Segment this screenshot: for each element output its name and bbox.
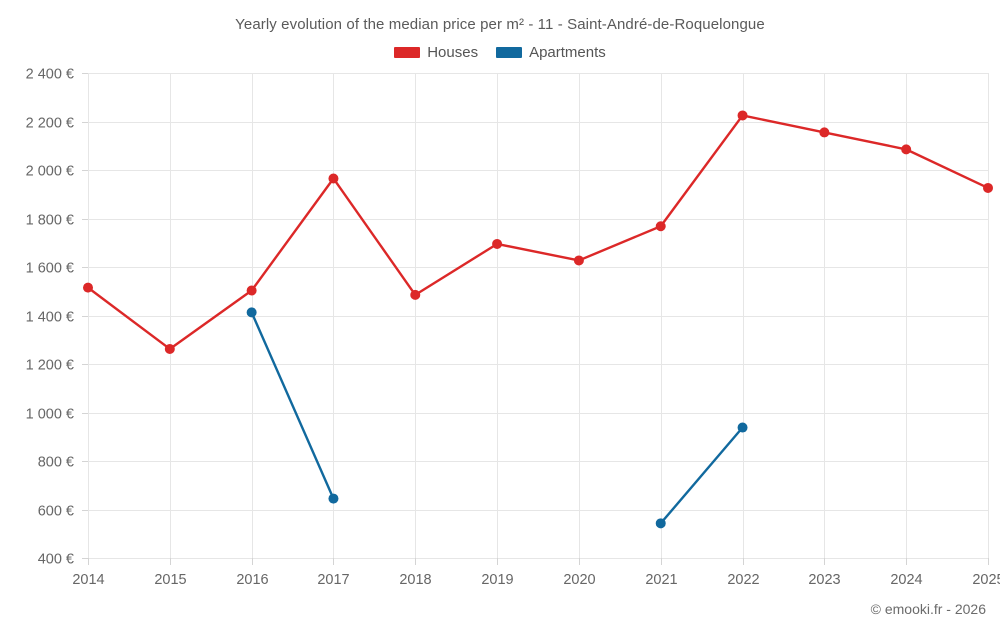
x-axis-tick-label: 2021	[645, 572, 677, 588]
data-point-houses[interactable]	[83, 282, 93, 293]
data-point-houses[interactable]	[328, 173, 339, 184]
data-point-apartments[interactable]	[246, 307, 257, 318]
legend-item-apartments[interactable]: Apartments	[496, 45, 606, 60]
x-axis-tick-label: 2019	[481, 572, 513, 588]
data-point-houses[interactable]	[655, 221, 666, 232]
data-point-apartments[interactable]	[328, 493, 339, 504]
x-axis-tick-label: 2025	[972, 572, 1000, 588]
y-axis-tick-label: 1 400 €	[26, 310, 74, 326]
series-points-group	[83, 110, 993, 529]
x-axis-tick-label: 2018	[399, 572, 431, 588]
data-point-apartments[interactable]	[737, 422, 748, 433]
y-axis-tick-label: 400 €	[38, 552, 74, 568]
data-point-houses[interactable]	[983, 182, 993, 193]
x-axis-tick-label: 2015	[154, 572, 186, 588]
data-point-houses[interactable]	[901, 144, 912, 155]
chart-title: Yearly evolution of the median price per…	[235, 16, 765, 33]
y-axis-tick-label: 1 600 €	[26, 261, 74, 277]
data-point-houses[interactable]	[573, 255, 584, 266]
y-axis-tick-label: 2 000 €	[26, 164, 74, 180]
data-point-houses[interactable]	[410, 289, 421, 300]
copyright-credit: © emooki.fr - 2026	[870, 601, 986, 617]
x-axis-tick-marks	[88, 73, 989, 565]
data-point-houses[interactable]	[737, 110, 748, 121]
legend-swatch-houses	[394, 47, 421, 58]
gridlines-group	[82, 73, 988, 559]
data-point-houses[interactable]	[164, 343, 175, 354]
x-axis-tick-label: 2020	[563, 572, 595, 588]
series-line-apartments	[659, 426, 744, 525]
y-axis-tick-label: 2 200 €	[26, 116, 74, 132]
data-point-houses[interactable]	[246, 285, 257, 296]
x-axis-tick-label: 2022	[727, 572, 759, 588]
y-axis-tick-label: 600 €	[38, 504, 74, 520]
y-axis-tick-label: 1 200 €	[26, 358, 74, 374]
legend-swatch-apartments	[496, 47, 523, 58]
data-point-houses[interactable]	[492, 238, 503, 249]
series-line-houses	[86, 114, 990, 351]
data-point-houses[interactable]	[819, 127, 830, 138]
x-axis-tick-label: 2014	[72, 572, 104, 588]
legend-label-houses: Houses	[427, 44, 479, 61]
x-axis-tick-label: 2017	[317, 572, 349, 588]
legend-label-apartments: Apartments	[529, 44, 606, 61]
legend-item-houses[interactable]: Houses	[394, 45, 478, 60]
series-lines-group	[86, 114, 990, 525]
y-axis-tick-label: 1 000 €	[26, 407, 74, 423]
x-axis-tick-label: 2023	[808, 572, 840, 588]
y-axis-tick-labels: 2 400 € 2 200 € 2 000 € 1 800 € 1 600 € 1 400…	[26, 67, 74, 568]
y-axis-tick-label: 1 800 €	[26, 213, 74, 229]
x-axis-tick-labels: 2014 2015 2016 2017 2018 2019 2020 2021 2022 2023…	[72, 572, 1000, 588]
y-axis-tick-label: 800 €	[38, 455, 74, 471]
x-axis-tick-label: 2024	[890, 572, 922, 588]
data-point-apartments[interactable]	[655, 518, 666, 529]
x-axis-tick-label: 2016	[236, 572, 268, 588]
series-line-apartments	[250, 311, 335, 500]
chart-legend: Houses Apartments	[0, 45, 1000, 60]
y-axis-tick-label: 2 400 €	[26, 67, 74, 83]
